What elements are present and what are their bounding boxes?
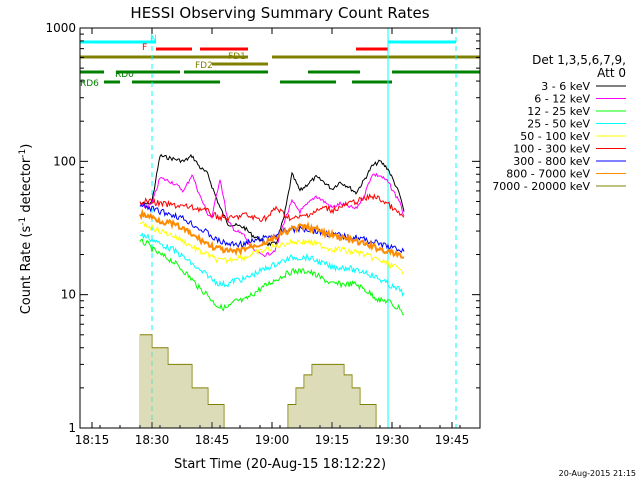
y-axis-label-part-2: detector [19,157,34,217]
flag-rd0-label: RD0 [115,70,134,80]
chart-title: HESSI Observing Summary Count Rates [130,4,429,22]
legend-label-6-12-kev: 6 - 12 keV [534,93,590,106]
x-tick-label: 18:15 [75,433,110,447]
series-12-25-kev-line [139,238,405,316]
series-50-100-kev [139,220,405,275]
y-tick-label: 1000 [45,21,76,35]
x-axis-label: Start Time (20-Aug-15 18:12:22) [174,457,386,472]
legend-label-300-800-kev: 300 - 800 keV [513,155,590,168]
legend-label-3-6-kev: 3 - 6 keV [541,80,590,93]
y-axis-label-part-3: ) [19,144,34,149]
legend-label-50-100-kev: 50 - 100 keV [520,130,590,143]
flag-rd6-label: RD6 [80,79,99,89]
series-3-6-kev [140,153,405,247]
series-50-100-kev-line [139,220,405,275]
series-12-25-kev [139,238,405,316]
legend-label-7000-20000-kev: 7000 - 20000 keV [492,180,590,193]
series-25-50-kev [139,232,405,298]
y-axis-label-superscript-1: -1 [18,217,28,226]
legend-label-25-50-kev: 25 - 50 keV [527,118,590,131]
timestamp: 20-Aug-2015 21:15 [559,469,636,478]
x-tick-label: 19:15 [315,433,350,447]
legend-label-100-300-kev: 100 - 300 keV [513,143,590,156]
x-tick-label: 18:45 [195,433,230,447]
axes-layer: 18:15 18:30 18:45 19:00 19:15 19:30 19:45 1 10 10… [45,21,481,447]
x-tick-label: 19:30 [375,433,410,447]
series-6-12-kev-line [139,172,405,257]
y-axis-label: Count Rate (s-1 detector-1) [18,144,34,315]
series-800-7000-kev [139,208,405,259]
series-6-12-kev [139,172,405,257]
series-100-300-kev-line [139,193,405,223]
legend-title: Det 1,3,5,6,7,9, [532,53,626,67]
flag-fd1-label: FD1 [228,52,246,62]
y-tick-label: 10 [61,288,76,302]
series-100-300-kev [139,193,405,223]
flag-fd2-label: FD2 [195,61,213,71]
x-tick-label: 19:45 [435,433,470,447]
flags-layer: NF FD1 FD2 RD0 RD6 [80,34,480,89]
series-800-7000-kev-line [139,208,405,259]
flag-f-label: F [142,43,147,53]
y-tick-label: 100 [53,154,76,168]
flag-n-label: N [150,34,157,44]
series-layer [139,153,405,429]
series-3-6-kev-line [140,153,405,247]
y-axis-label-superscript-2: -1 [18,149,28,158]
y-tick-label: 1 [68,421,76,435]
series-7000-20000-kev [139,334,404,429]
legend-subtitle: Att 0 [597,66,626,80]
legend-label-800-7000-kev: 800 - 7000 keV [506,168,590,181]
y-axis-label-part-1: Count Rate (s [19,226,34,315]
series-25-50-kev-line [139,232,405,298]
x-tick-label: 18:30 [135,433,170,447]
legend-label-12-25-kev: 12 - 25 keV [527,105,590,118]
x-tick-label: 19:00 [255,433,290,447]
